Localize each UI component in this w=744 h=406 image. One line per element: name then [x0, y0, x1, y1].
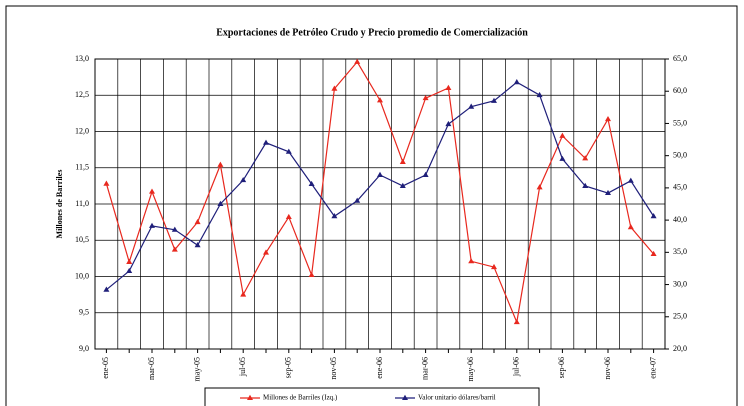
x-tick-label: sep-05	[284, 357, 293, 378]
marker	[491, 97, 497, 103]
marker	[171, 246, 178, 252]
x-tick-label: ene-07	[648, 357, 657, 379]
marker	[149, 222, 155, 228]
x-tick-label: ene-05	[101, 357, 110, 379]
marker	[194, 242, 201, 248]
y-tick-label: 10,5	[75, 235, 89, 244]
y2-tick-label: 60,0	[673, 86, 687, 95]
marker	[536, 184, 543, 190]
marker	[285, 213, 292, 220]
x-tick-label: mar-06	[420, 357, 429, 380]
marker	[582, 155, 589, 161]
marker	[650, 213, 657, 219]
marker	[605, 115, 611, 122]
legend-marker	[402, 394, 408, 400]
y-tick-label: 10,0	[75, 271, 89, 280]
marker	[263, 139, 269, 145]
marker	[149, 188, 155, 194]
marker	[354, 58, 361, 64]
marker	[627, 224, 634, 230]
marker	[491, 263, 497, 270]
marker	[536, 91, 543, 98]
marker	[217, 161, 224, 167]
marker	[399, 158, 406, 164]
y-tick-label: 9,0	[79, 344, 89, 353]
x-tick-label: nov-05	[329, 357, 338, 380]
x-tick-label: may-06	[466, 357, 475, 381]
marker	[354, 197, 361, 203]
y2-tick-label: 35,0	[673, 247, 687, 256]
marker	[605, 189, 611, 196]
marker	[513, 318, 520, 325]
marker	[377, 97, 383, 103]
y2-tick-label: 30,0	[673, 279, 687, 288]
y-axis-label: Millones de Barriles	[55, 170, 64, 239]
marker	[445, 120, 452, 127]
x-tick-label: ene-06	[375, 357, 384, 379]
y2-tick-label: 45,0	[673, 183, 687, 192]
y2-tick-label: 50,0	[673, 150, 687, 159]
marker	[285, 148, 292, 154]
marker	[103, 180, 110, 186]
legend-marker	[247, 394, 253, 400]
y-tick-label: 11,0	[75, 199, 89, 208]
marker	[331, 213, 338, 219]
marker	[422, 171, 429, 177]
x-tick-label: sep-06	[557, 357, 566, 378]
chart-title: Exportaciones de Petróleo Crudo y Precio…	[216, 27, 528, 38]
marker	[126, 258, 133, 264]
y2-tick-label: 20,0	[673, 344, 687, 353]
marker	[468, 258, 475, 264]
y-tick-label: 12,0	[75, 126, 89, 135]
y2-tick-label: 55,0	[673, 118, 687, 127]
legend-label: Millones de Barriles (Izq.)	[263, 394, 338, 402]
marker	[240, 291, 247, 297]
marker	[377, 171, 383, 177]
x-tick-label: jul-05	[238, 357, 247, 377]
marker	[171, 226, 178, 232]
y-tick-label: 13,0	[75, 54, 89, 63]
marker	[559, 155, 566, 161]
marker	[263, 249, 269, 255]
marker	[194, 218, 201, 225]
legend-label: Valor unitario dólares/barril	[418, 394, 496, 402]
marker	[559, 132, 566, 138]
marker	[513, 79, 520, 85]
x-tick-label: mar-05	[147, 357, 156, 380]
marker	[445, 84, 452, 90]
x-tick-label: jul-06	[512, 357, 521, 377]
marker	[308, 180, 315, 187]
marker	[399, 182, 406, 188]
x-tick-label: may-05	[192, 357, 201, 381]
marker	[217, 200, 224, 206]
y2-tick-label: 65,0	[673, 54, 687, 63]
y-tick-label: 12,5	[75, 90, 89, 99]
y2-tick-label: 40,0	[673, 215, 687, 224]
x-tick-label: nov-06	[603, 357, 612, 380]
marker	[582, 182, 589, 188]
marker	[650, 250, 657, 257]
marker	[308, 271, 315, 278]
marker	[422, 94, 429, 101]
marker	[331, 85, 338, 91]
legend-box	[204, 387, 540, 406]
marker	[103, 286, 110, 292]
y-tick-label: 9,5	[79, 308, 89, 317]
y-tick-label: 11,5	[75, 163, 89, 172]
marker	[627, 177, 634, 183]
marker	[468, 103, 475, 109]
marker	[240, 176, 247, 183]
marker	[126, 267, 133, 274]
y2-tick-label: 25,0	[673, 312, 687, 321]
